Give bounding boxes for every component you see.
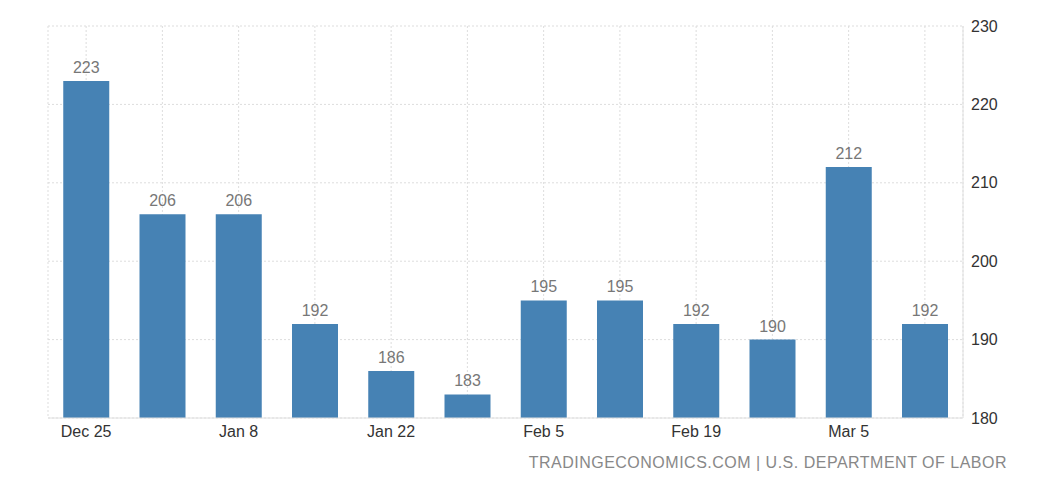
- html-text:TRADINGECONOMICS.COM | U.S. DE: TRADINGECONOMICS.COM | U.S. DEPARTMENT O…: [528, 454, 1007, 471]
- svg-text:212: 212: [835, 145, 862, 162]
- svg-text:180: 180: [971, 410, 998, 427]
- svg-text:190: 190: [759, 318, 786, 335]
- svg-text:206: 206: [149, 192, 176, 209]
- svg-text:206: 206: [225, 192, 252, 209]
- svg-text:Feb 19: Feb 19: [671, 423, 721, 440]
- svg-text:230: 230: [971, 18, 998, 35]
- svg-text:192: 192: [683, 302, 710, 319]
- svg-text:192: 192: [302, 302, 329, 319]
- svg-text:220: 220: [971, 96, 998, 113]
- svg-text:200: 200: [971, 253, 998, 270]
- svg-text:210: 210: [971, 174, 998, 191]
- svg-text:Feb 5: Feb 5: [523, 423, 564, 440]
- svg-text:195: 195: [607, 278, 634, 295]
- svg-text:192: 192: [912, 302, 939, 319]
- svg-text:186: 186: [378, 349, 405, 366]
- svg-text:Mar 5: Mar 5: [828, 423, 869, 440]
- svg-text:Jan 8: Jan 8: [219, 423, 258, 440]
- svg-text:223: 223: [73, 59, 100, 76]
- svg-text:Jan 22: Jan 22: [367, 423, 415, 440]
- svg-text:Dec 25: Dec 25: [61, 423, 112, 440]
- svg-text:183: 183: [454, 372, 481, 389]
- svg-text:195: 195: [530, 278, 557, 295]
- svg-text:190: 190: [971, 331, 998, 348]
